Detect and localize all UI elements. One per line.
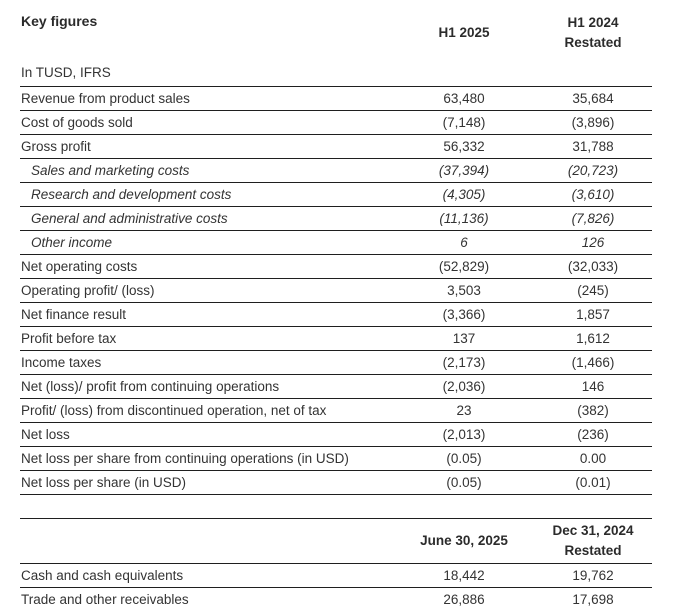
row-value-h1-2024: 146 <box>534 374 652 399</box>
row-value-h1-2025: 6 <box>394 230 534 255</box>
row-value-h1-2024: (3,896) <box>534 110 652 135</box>
page-title: Key figures <box>21 13 98 29</box>
row-value-h1-2024: (236) <box>534 422 652 447</box>
unit-note-row: In TUSD, IFRS <box>20 59 652 87</box>
column-header-line1: H1 2024 <box>567 14 619 30</box>
row-label: Net loss per share (in USD) <box>20 470 394 495</box>
row-label: Other income <box>20 230 394 255</box>
row-value-h1-2024: (20,723) <box>534 158 652 183</box>
table-row-net-loss: Net loss (2,013) (236) <box>20 422 652 447</box>
row-value-h1-2024: 0.00 <box>534 446 652 471</box>
row-value-h1-2024: 35,684 <box>534 86 652 111</box>
table-row-gross-profit: Gross profit 56,332 31,788 <box>20 134 652 159</box>
row-value-h1-2024: (0.01) <box>534 470 652 495</box>
row-value-h1-2025: (0.05) <box>394 446 534 471</box>
row-value-h1-2025: (52,829) <box>394 254 534 279</box>
row-value-h1-2025: 23 <box>394 398 534 423</box>
row-value-h1-2025: (2,013) <box>394 422 534 447</box>
table-row-net-operating-costs: Net operating costs (52,829) (32,033) <box>20 254 652 279</box>
row-value-h1-2024: (3,610) <box>534 182 652 207</box>
row-value-h1-2025: 137 <box>394 326 534 351</box>
row-label: Revenue from product sales <box>20 86 394 111</box>
row-label: Research and development costs <box>20 182 394 207</box>
table-row-revenue: Revenue from product sales 63,480 35,684 <box>20 86 652 111</box>
table-row-cogs: Cost of goods sold (7,148) (3,896) <box>20 110 652 135</box>
row-value-h1-2025: (2,036) <box>394 374 534 399</box>
row-value-dec-31-2024: 17,698 <box>534 587 652 607</box>
row-label: Net (loss)/ profit from continuing opera… <box>20 374 394 399</box>
row-value-h1-2024: (1,466) <box>534 350 652 375</box>
table-row-net-loss-profit-continuing: Net (loss)/ profit from continuing opera… <box>20 374 652 399</box>
row-label: General and administrative costs <box>20 206 394 231</box>
income-statement-header-row: Key figures H1 2025 H1 2024 Restated <box>20 6 652 59</box>
row-value-h1-2024: (382) <box>534 398 652 423</box>
table-row-cash-equivalents: Cash and cash equivalents 18,442 19,762 <box>20 563 652 588</box>
row-value-h1-2025: (7,148) <box>394 110 534 135</box>
row-label: Sales and marketing costs <box>20 158 394 183</box>
row-value-h1-2024: (32,033) <box>534 254 652 279</box>
income-statement-table: Key figures H1 2025 H1 2024 Restated In … <box>20 6 652 495</box>
column-header-line2: Restated <box>564 34 622 50</box>
row-label: Net operating costs <box>20 254 394 279</box>
column-header-line1: H1 2025 <box>438 24 490 40</box>
table-row-trade-receivables: Trade and other receivables 26,886 17,69… <box>20 587 652 607</box>
column-header-line2: Restated <box>564 543 622 558</box>
row-label: Profit/ (loss) from discontinued operati… <box>20 398 394 423</box>
row-value-h1-2024: 1,612 <box>534 326 652 351</box>
table-row-profit-before-tax: Profit before tax 137 1,612 <box>20 326 652 351</box>
row-value-h1-2024: 126 <box>534 230 652 255</box>
row-value-h1-2025: 56,332 <box>394 134 534 159</box>
column-header-h1-2024-restated: H1 2024 Restated <box>534 6 652 59</box>
table-row-operating-profit-loss: Operating profit/ (loss) 3,503 (245) <box>20 278 652 303</box>
table-row-sales-marketing: Sales and marketing costs (37,394) (20,7… <box>20 158 652 183</box>
row-label: Net finance result <box>20 302 394 327</box>
row-value-h1-2025: (4,305) <box>394 182 534 207</box>
table-row-income-taxes: Income taxes (2,173) (1,466) <box>20 350 652 375</box>
row-value-h1-2025: 63,480 <box>394 86 534 111</box>
row-label: Net loss per share from continuing opera… <box>20 446 394 471</box>
row-value-h1-2024: 31,788 <box>534 134 652 159</box>
column-header-june-30-2025: June 30, 2025 <box>394 518 534 564</box>
empty-header-cell <box>20 518 394 564</box>
row-value-h1-2025: 3,503 <box>394 278 534 303</box>
row-value-h1-2025: (37,394) <box>394 158 534 183</box>
column-header-line1: June 30, 2025 <box>420 533 508 548</box>
table-row-net-loss-per-share-continuing: Net loss per share from continuing opera… <box>20 446 652 471</box>
table-row-research-development: Research and development costs (4,305) (… <box>20 182 652 207</box>
row-value-h1-2024: (7,826) <box>534 206 652 231</box>
table-row-net-finance-result: Net finance result (3,366) 1,857 <box>20 302 652 327</box>
column-header-dec-31-2024-restated: Dec 31, 2024 Restated <box>534 518 652 564</box>
unit-note: In TUSD, IFRS <box>20 59 652 87</box>
row-value-h1-2024: (245) <box>534 278 652 303</box>
table-row-other-income: Other income 6 126 <box>20 230 652 255</box>
row-value-h1-2025: (2,173) <box>394 350 534 375</box>
row-label: Income taxes <box>20 350 394 375</box>
row-value-june-30-2025: 18,442 <box>394 563 534 588</box>
row-value-june-30-2025: 26,886 <box>394 587 534 607</box>
row-value-h1-2025: (3,366) <box>394 302 534 327</box>
row-label: Operating profit/ (loss) <box>20 278 394 303</box>
row-label: Net loss <box>20 422 394 447</box>
row-value-h1-2025: (11,136) <box>394 206 534 231</box>
row-value-dec-31-2024: 19,762 <box>534 563 652 588</box>
row-label: Cost of goods sold <box>20 110 394 135</box>
row-label: Cash and cash equivalents <box>20 563 394 588</box>
column-header-line1: Dec 31, 2024 <box>552 523 634 538</box>
row-label: Gross profit <box>20 134 394 159</box>
row-value-h1-2025: (0.05) <box>394 470 534 495</box>
balance-sheet-table: June 30, 2025 Dec 31, 2024 Restated Cash… <box>20 518 652 607</box>
table-row-net-loss-per-share: Net loss per share (in USD) (0.05) (0.01… <box>20 470 652 495</box>
row-label: Trade and other receivables <box>20 587 394 607</box>
row-label: Profit before tax <box>20 326 394 351</box>
balance-sheet-header-row: June 30, 2025 Dec 31, 2024 Restated <box>20 518 652 564</box>
table-row-general-administrative: General and administrative costs (11,136… <box>20 206 652 231</box>
row-value-h1-2024: 1,857 <box>534 302 652 327</box>
table-row-discontinued-operation: Profit/ (loss) from discontinued operati… <box>20 398 652 423</box>
column-header-h1-2025: H1 2025 <box>394 6 534 59</box>
